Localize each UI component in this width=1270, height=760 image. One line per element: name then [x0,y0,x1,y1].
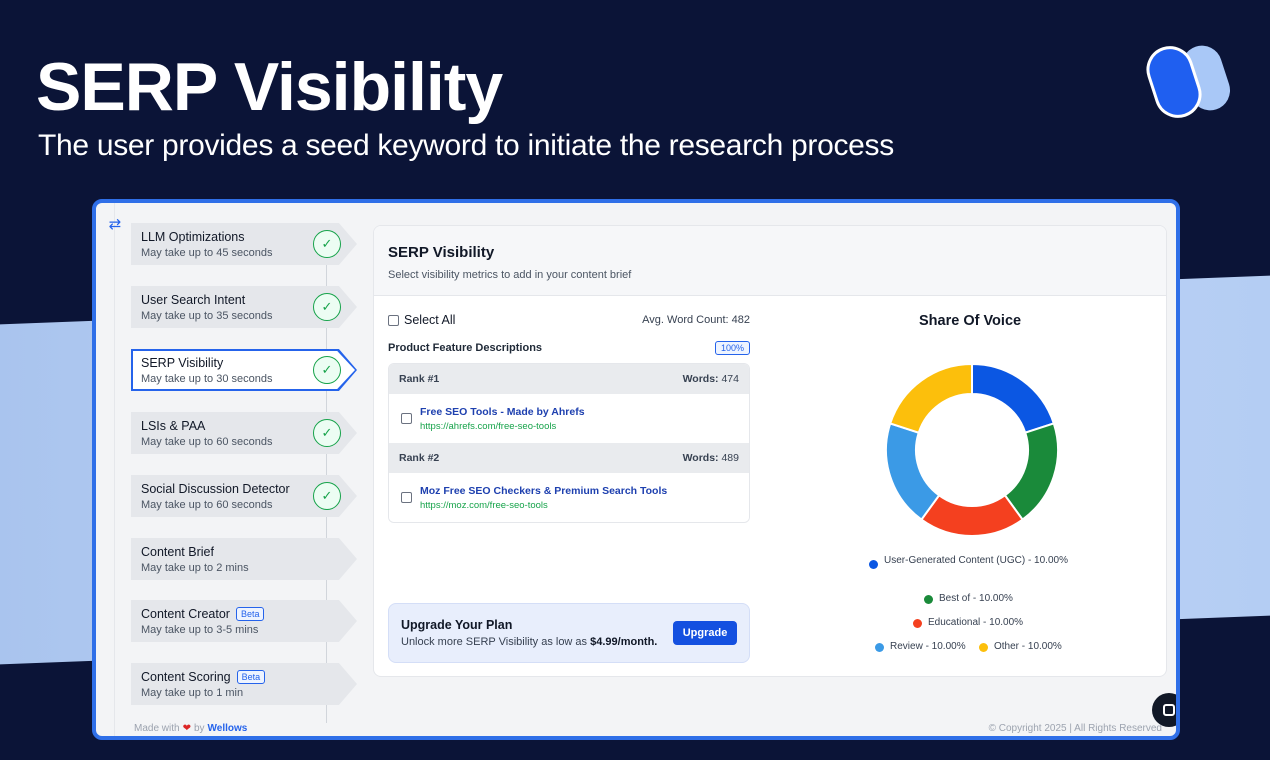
rank-header: Rank #2 Words: 489 [389,443,749,473]
legend-dot [869,560,878,569]
donut-slice-educational[interactable] [920,493,1024,537]
panel-subtitle: Select visibility metrics to add in your… [388,269,632,281]
legend-label: Educational - 10.00% [928,617,1024,628]
donut-slice-user-generated-content-ugc[interactable] [971,363,1056,434]
step-eta: May take up to 60 seconds [141,436,273,448]
select-all-checkbox[interactable]: Select All [388,313,455,327]
results-column: Select All Avg. Word Count: 482 Product … [388,312,750,523]
check-circle-icon: ✓ [313,419,341,447]
step-title: LSIs & PAA [141,419,206,433]
copyright: © Copyright 2025 | All Rights Reserved [988,723,1162,734]
step-content-scoring[interactable]: Content Scoring Beta May take up to 1 min [131,663,357,705]
checkbox-box[interactable] [388,314,399,326]
words-value: 474 [721,373,739,385]
step-title: Content Brief [141,545,214,559]
words-label: Words: [682,452,719,464]
legend-item-best-of[interactable]: Best of - 10.00% [924,593,1013,604]
step-title: Social Discussion Detector [141,482,290,496]
legend-label: User-Generated Content (UGC) - 10.00% [884,555,1068,566]
step-title: User Search Intent [141,293,246,307]
legend-dot [924,595,933,604]
step-serp-visibility[interactable]: SERP Visibility May take up to 30 second… [131,349,357,391]
step-eta: May take up to 30 seconds [141,373,273,385]
serp-visibility-panel: SERP Visibility Select visibility metric… [373,225,1167,677]
hero-subtitle: The user provides a seed keyword to init… [38,129,894,162]
panel-title: SERP Visibility [388,244,495,261]
step-social-discussion-detector[interactable]: Social Discussion Detector May take up t… [131,475,357,517]
step-content-creator[interactable]: Content Creator Beta May take up to 3-5 m… [131,600,357,642]
step-lsis-paa[interactable]: LSIs & PAA May take up to 60 seconds ✓ [131,412,357,454]
made-with-text: Made with [134,723,180,734]
select-all-label: Select All [404,313,456,327]
result-checkbox[interactable] [401,413,412,424]
legend-dot [979,643,988,652]
rank-result: Free SEO Tools - Made by Ahrefs https://… [389,394,749,443]
donut-slice-other[interactable] [888,363,973,434]
app-window: ⇄ LLM Optimizations May take up to 45 se… [92,199,1180,740]
rank-header: Rank #1 Words: 474 [389,364,749,394]
check-circle-icon: ✓ [313,482,341,510]
result-url-link[interactable]: https://moz.com/free-seo-tools [420,499,548,511]
result-url-link[interactable]: https://ahrefs.com/free-seo-tools [420,420,557,432]
legend-label: Review - 10.00% [890,641,966,652]
step-title: SERP Visibility [141,356,224,370]
result-checkbox[interactable] [401,492,412,503]
rank-result: Moz Free SEO Checkers & Premium Search T… [389,473,749,522]
wellows-logo [1146,45,1231,118]
step-eta: May take up to 45 seconds [141,247,273,259]
avg-word-count: Avg. Word Count: 482 [642,314,750,326]
brand-link[interactable]: Wellows [207,723,248,734]
result-title-link[interactable]: Moz Free SEO Checkers & Premium Search T… [420,484,668,497]
beta-badge: Beta [236,670,266,684]
share-of-voice-donut [885,363,1059,537]
step-eta: May take up to 1 min [141,687,244,699]
check-circle-icon: ✓ [313,293,341,321]
steps-rail [114,203,115,736]
by-text: by [193,723,205,734]
legend-item-review[interactable]: Review - 10.00% [875,641,966,652]
swap-arrows-icon[interactable]: ⇄ [108,216,122,233]
words-label: Words: [682,373,719,385]
step-eta: May take up to 60 seconds [141,499,273,511]
rank-list: Rank #1 Words: 474 Free SEO Tools - Made… [388,363,750,523]
beta-badge: Beta [235,607,265,621]
step-llm-optimizations[interactable]: LLM Optimizations May take up to 45 seco… [131,223,357,265]
donut-slice-review[interactable] [885,422,941,521]
chat-launcher-icon[interactable] [1152,693,1176,727]
panel-header: SERP Visibility Select visibility metric… [374,226,1166,296]
step-eta: May take up to 2 mins [141,562,249,574]
upgrade-text: Unlock more SERP Visibility as low as $4… [401,636,658,648]
percent-badge: 100% [714,341,750,355]
step-title: Content Scoring [141,670,231,684]
hero-title: SERP Visibility [36,49,503,125]
legend-item-ugc[interactable]: User-Generated Content (UGC) - 10.00% [869,553,1069,569]
legend-label: Other - 10.00% [994,641,1062,652]
result-title-link[interactable]: Free SEO Tools - Made by Ahrefs [420,405,585,418]
footer-made-with: Made with ❤ by Wellows [134,723,247,734]
step-content-brief[interactable]: Content Brief May take up to 2 mins [131,538,357,580]
section-label: Product Feature Descriptions [388,342,543,354]
upgrade-title: Upgrade Your Plan [401,618,513,632]
rank-label: Rank #1 [399,373,440,385]
step-user-search-intent[interactable]: User Search Intent May take up to 35 sec… [131,286,357,328]
check-circle-icon: ✓ [313,230,341,258]
chart-title: Share Of Voice [919,313,1022,329]
step-title: LLM Optimizations [141,230,245,244]
upgrade-card: Upgrade Your Plan Unlock more SERP Visib… [388,603,750,663]
heart-icon: ❤ [182,723,191,734]
check-circle-icon: ✓ [313,356,341,384]
upgrade-button[interactable]: Upgrade [673,621,737,645]
step-title: Content Creator [141,607,230,621]
step-eta: May take up to 3-5 mins [141,624,259,636]
legend-dot [913,619,922,628]
legend-label: Best of - 10.00% [939,593,1013,604]
step-eta: May take up to 35 seconds [141,310,273,322]
legend-item-other[interactable]: Other - 10.00% [979,641,1062,652]
legend-dot [875,643,884,652]
upgrade-price: $4.99/month. [590,636,658,648]
legend-item-educational[interactable]: Educational - 10.00% [913,617,1023,628]
words-value: 489 [721,452,739,464]
rank-label: Rank #2 [399,452,440,464]
